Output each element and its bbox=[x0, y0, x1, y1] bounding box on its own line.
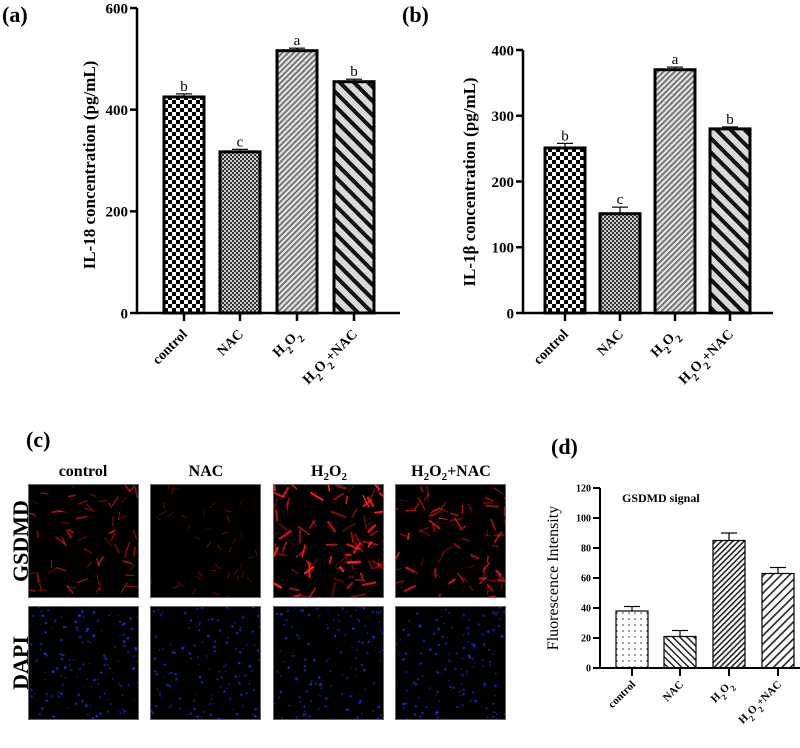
y-axis-label: Fluorescence Intensity bbox=[545, 506, 562, 650]
svg-text:control: control bbox=[606, 679, 638, 711]
y-tick-label: 20 bbox=[581, 634, 591, 645]
x-tick-label: NAC bbox=[595, 327, 627, 359]
bar-control bbox=[615, 605, 649, 669]
bar-nac: c bbox=[218, 134, 262, 315]
svg-text:a: a bbox=[672, 52, 679, 68]
x-tick-label: NAC bbox=[661, 679, 686, 704]
y-tick-label: 400 bbox=[492, 43, 515, 59]
micrograph-gsdmd-3 bbox=[395, 484, 506, 598]
x-tick-label: H2O2+NAC bbox=[300, 327, 364, 391]
y-tick-label: 200 bbox=[106, 205, 129, 221]
bar-control: b bbox=[162, 79, 206, 315]
svg-text:b: b bbox=[561, 128, 569, 144]
svg-text:H2O2: H2O2 bbox=[270, 327, 307, 364]
bar-h2o2-nac: b bbox=[708, 112, 752, 315]
y-tick-label: 0 bbox=[121, 306, 129, 322]
col-label-h2o2-nac: H2O2+NAC bbox=[411, 463, 491, 484]
bar-h2o2: a bbox=[653, 52, 697, 315]
x-tick-label: H2O2+NAC bbox=[736, 679, 786, 729]
y-tick-label: 100 bbox=[576, 514, 591, 525]
x-tick-label: H2O2 bbox=[648, 327, 685, 364]
y-tick-label: 40 bbox=[581, 604, 591, 615]
svg-text:b: b bbox=[726, 112, 734, 128]
svg-text:control: control bbox=[531, 327, 572, 368]
bar-nac: c bbox=[598, 192, 642, 315]
svg-text:c: c bbox=[237, 134, 244, 150]
y-tick-label: 0 bbox=[586, 664, 591, 675]
chart-title: GSDMD signal bbox=[622, 491, 700, 505]
svg-text:NAC: NAC bbox=[595, 327, 627, 359]
svg-text:control: control bbox=[150, 327, 191, 368]
micrograph-gsdmd-1 bbox=[150, 484, 261, 598]
y-tick-label: 80 bbox=[581, 544, 591, 555]
svg-text:H2O2: H2O2 bbox=[648, 327, 685, 364]
micrograph-gsdmd-2 bbox=[273, 484, 384, 598]
col-label-h2o2: H2O2 bbox=[311, 463, 347, 484]
bar-nac bbox=[663, 629, 697, 669]
x-tick-label: H2O2 bbox=[270, 327, 307, 364]
svg-text:b: b bbox=[180, 79, 188, 95]
col-label-nac: NAC bbox=[188, 463, 224, 480]
x-tick-label: H2O2 bbox=[709, 679, 738, 708]
x-tick-label: control bbox=[531, 327, 572, 368]
svg-text:b: b bbox=[350, 64, 358, 80]
micrograph-dapi-3 bbox=[395, 606, 506, 720]
y-tick-label: 400 bbox=[106, 103, 129, 119]
svg-text:H2O2+NAC: H2O2+NAC bbox=[736, 679, 786, 729]
panel-label-b: (b) bbox=[402, 2, 429, 27]
svg-text:H2O2+NAC: H2O2+NAC bbox=[676, 327, 740, 391]
svg-text:c: c bbox=[617, 192, 624, 208]
y-tick-label: 300 bbox=[492, 109, 515, 125]
panel-label-c: (c) bbox=[26, 427, 51, 452]
y-axis-label: IL-18 concentration (pg/mL) bbox=[80, 61, 99, 270]
svg-text:NAC: NAC bbox=[215, 327, 247, 359]
col-label-control: control bbox=[58, 463, 108, 480]
x-tick-label: control bbox=[150, 327, 191, 368]
panel-label-a: (a) bbox=[2, 2, 28, 27]
svg-text:a: a bbox=[294, 33, 301, 49]
svg-text:NAC: NAC bbox=[661, 679, 686, 704]
bar-h2o2-nac: b bbox=[332, 64, 376, 315]
bar-h2o2: a bbox=[275, 33, 319, 315]
micrograph-dapi-1 bbox=[150, 606, 261, 720]
y-tick-label: 600 bbox=[106, 1, 129, 17]
bar-h2o2-nac bbox=[761, 566, 795, 669]
bar-h2o2 bbox=[712, 532, 746, 669]
svg-text:H2O2: H2O2 bbox=[709, 679, 738, 708]
x-tick-label: control bbox=[606, 679, 638, 711]
y-tick-label: 0 bbox=[507, 306, 515, 322]
panel-label-d: (d) bbox=[551, 434, 578, 459]
x-tick-label: H2O2+NAC bbox=[676, 327, 740, 391]
micrograph-dapi-2 bbox=[273, 606, 384, 720]
y-axis-label: IL-1β concentration (pg/mL) bbox=[460, 77, 479, 286]
y-tick-label: 100 bbox=[492, 241, 515, 257]
x-tick-label: NAC bbox=[215, 327, 247, 359]
micrograph-dapi-0 bbox=[28, 606, 139, 720]
svg-text:H2O2+NAC: H2O2+NAC bbox=[300, 327, 364, 391]
bar-control: b bbox=[543, 128, 587, 315]
y-tick-label: 120 bbox=[576, 484, 591, 495]
y-tick-label: 200 bbox=[492, 175, 515, 191]
micrograph-gsdmd-0 bbox=[28, 484, 139, 598]
y-tick-label: 60 bbox=[581, 574, 591, 585]
